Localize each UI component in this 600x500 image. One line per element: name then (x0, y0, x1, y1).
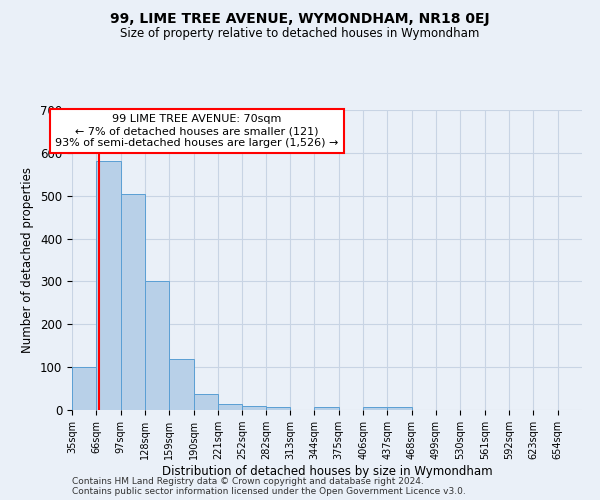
Text: Size of property relative to detached houses in Wymondham: Size of property relative to detached ho… (121, 28, 479, 40)
Bar (72, 367, 97, 410)
Text: Contains public sector information licensed under the Open Government Licence v3: Contains public sector information licen… (72, 488, 466, 496)
Bar (266, 406, 290, 410)
Bar (97, 162, 121, 410)
Y-axis label: Number of detached properties: Number of detached properties (22, 167, 34, 353)
Bar (121, 194, 145, 410)
Bar (314, 406, 339, 410)
Bar (242, 406, 266, 410)
Bar (169, 360, 194, 410)
Bar (145, 282, 169, 410)
Bar (218, 404, 242, 410)
Text: 99 LIME TREE AVENUE: 70sqm
← 7% of detached houses are smaller (121)
93% of semi: 99 LIME TREE AVENUE: 70sqm ← 7% of detac… (55, 114, 338, 148)
Text: 99, LIME TREE AVENUE, WYMONDHAM, NR18 0EJ: 99, LIME TREE AVENUE, WYMONDHAM, NR18 0E… (110, 12, 490, 26)
X-axis label: Distribution of detached houses by size in Wymondham: Distribution of detached houses by size … (161, 465, 493, 478)
Bar (194, 394, 218, 410)
Bar (363, 406, 388, 410)
Text: Contains HM Land Registry data © Crown copyright and database right 2024.: Contains HM Land Registry data © Crown c… (72, 478, 424, 486)
Bar (388, 406, 412, 410)
